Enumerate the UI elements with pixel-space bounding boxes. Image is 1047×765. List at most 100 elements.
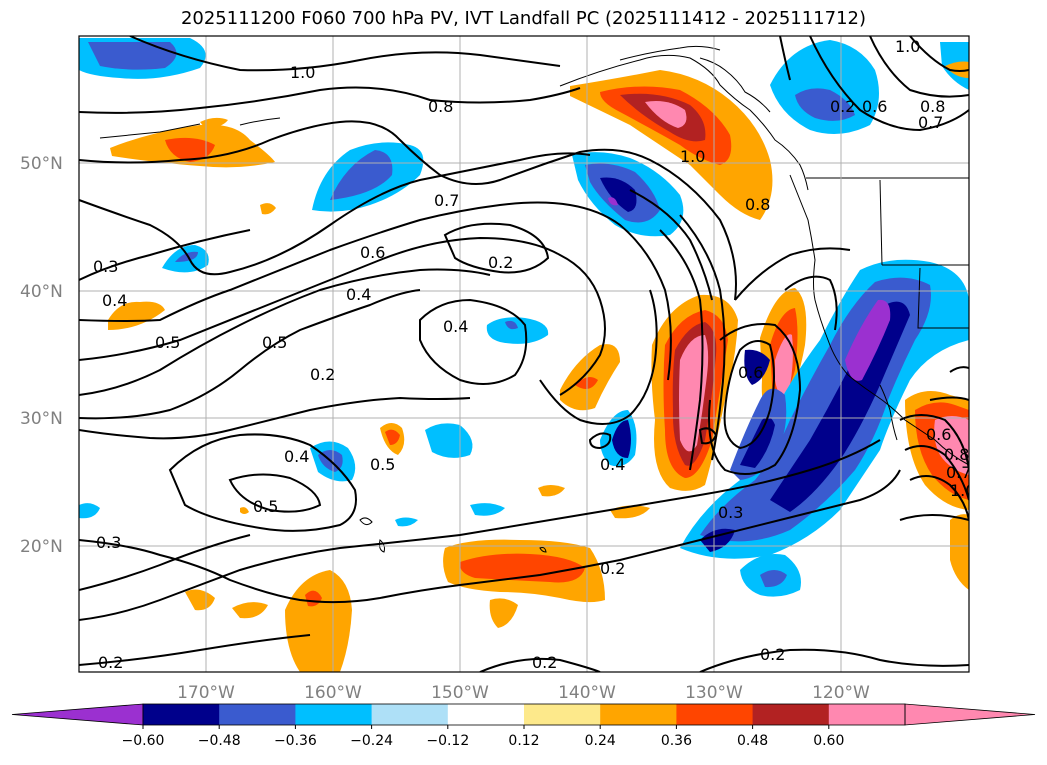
positive-anomaly-region [285, 570, 352, 672]
colorbar-segment [828, 704, 906, 725]
negative-anomaly-region [88, 42, 177, 70]
contour-line [479, 657, 601, 672]
colorbar-tick-label: 0.36 [661, 733, 692, 749]
colorbar-tick-label: −0.24 [350, 733, 393, 749]
colorbar: −0.60 −0.48 −0.36 −0.24 −0.12 0.12 0.24 0.36 0.4… [11, 703, 1036, 749]
colorbar-tick-label: 0.60 [813, 733, 844, 749]
lon-label-160w: 160°W [304, 683, 362, 703]
pv-contours [79, 36, 969, 672]
contour-line [79, 634, 311, 666]
contour-labels: 1.0 0.8 0.7 0.6 0.5 0.4 0.3 0.2 1.0 0.8 … [93, 37, 971, 672]
contour-line [419, 298, 528, 385]
contour-line [539, 289, 658, 425]
negative-anomaly-region [770, 301, 910, 512]
colorbar-segment [447, 704, 525, 725]
contour-line [659, 229, 704, 471]
contour-label: 0.2 [532, 653, 557, 672]
contour-line [723, 340, 775, 450]
contour-line [129, 36, 561, 72]
contour-line [779, 36, 791, 81]
contour-line [899, 514, 969, 521]
contour-line [869, 36, 969, 98]
negative-anomaly-region [608, 197, 618, 206]
positive-anomaly-region [945, 61, 969, 78]
colorbar-segment [752, 704, 830, 725]
negative-anomaly-region [760, 570, 787, 588]
latitude-labels: 50°N 40°N 30°N 20°N [20, 154, 63, 557]
contour-label: 0.2 [600, 559, 625, 578]
contour-line [899, 414, 969, 471]
graticule [79, 36, 969, 672]
contour-label: 0.4 [284, 447, 309, 466]
contour-line [79, 289, 421, 420]
colorbar-segment [295, 704, 373, 725]
lon-label-170w: 170°W [177, 683, 235, 703]
contour-line [79, 439, 881, 621]
contour-label: 0.2 [310, 365, 335, 384]
shaded-field [79, 38, 969, 672]
contour-label: 0.4 [346, 285, 371, 304]
contour-label: 1.0 [290, 63, 315, 82]
contour-line [629, 189, 713, 301]
lon-label-120w: 120°W [812, 683, 870, 703]
colorbar-segment [676, 704, 754, 725]
colorbar-tick-label: 0.24 [585, 733, 616, 749]
coastlines [99, 45, 969, 553]
colorbar-segment [371, 704, 449, 725]
positive-anomaly-region [950, 514, 969, 590]
contour-label: 0.6 [738, 363, 763, 382]
negative-anomaly-region [795, 88, 855, 121]
colorbar-tick-label: −0.12 [426, 733, 469, 749]
negative-anomaly-region [744, 349, 770, 385]
contour-line [698, 427, 718, 445]
negative-anomaly-region [395, 517, 418, 527]
positive-anomaly-region [679, 335, 709, 452]
longitude-labels: 170°W 160°W 150°W 140°W 130°W 120°W [177, 683, 870, 703]
colorbar-tick-label: 0.12 [508, 733, 539, 749]
colorbar-tick-label: −0.36 [274, 733, 317, 749]
contour-line [699, 648, 969, 672]
positive-anomaly-region [232, 602, 268, 619]
positive-anomaly-region [165, 137, 215, 162]
colorbar-segment [219, 704, 296, 725]
contour-label: 0.3 [96, 533, 121, 552]
negative-anomaly-region [612, 420, 631, 458]
map-title: 2025111200 F060 700 hPa PV, IVT Landfall… [180, 8, 867, 29]
positive-anomaly-region [260, 203, 276, 215]
positive-anomaly-region [240, 507, 249, 514]
colorbar-extend-min [11, 703, 144, 726]
negative-anomaly-region [740, 416, 775, 468]
contour-line [909, 475, 969, 521]
contour-label: 0.5 [262, 333, 287, 352]
contour-line [79, 201, 672, 381]
contour-line [949, 366, 969, 373]
contour-label: 0.8 [944, 445, 969, 464]
contour-label: 0.2 [760, 645, 785, 664]
contour-label: 1.0 [680, 147, 705, 166]
colorbar-segment [600, 704, 677, 725]
contour-label: 0.2 [488, 253, 513, 272]
map-layers: 1.0 0.8 0.7 0.6 0.5 0.4 0.3 0.2 1.0 0.8 … [79, 36, 971, 672]
colorbar-segment [524, 704, 601, 725]
positive-anomaly-region [538, 485, 565, 497]
contour-label: 0.7 [918, 113, 943, 132]
contour-label: 0.3 [93, 257, 118, 276]
negative-anomaly-region [600, 177, 637, 212]
contour-label: 0.4 [443, 317, 468, 336]
contour-label: 0.8 [920, 97, 945, 116]
colorbar-segment [143, 704, 220, 725]
contour-line [168, 433, 357, 532]
contour-line [909, 36, 969, 72]
contour-line [79, 152, 591, 276]
contour-label: 0.6 [360, 243, 385, 262]
contour-label: 0.7 [946, 463, 971, 482]
negative-anomaly-region [845, 299, 891, 381]
positive-anomaly-region [200, 117, 228, 128]
contour-line [708, 323, 802, 475]
contour-line [79, 396, 471, 440]
contour-label: 0.6 [926, 425, 951, 444]
positive-anomaly-region [459, 553, 585, 583]
contour-label: 0.4 [600, 455, 625, 474]
positive-anomaly-region [108, 301, 165, 330]
